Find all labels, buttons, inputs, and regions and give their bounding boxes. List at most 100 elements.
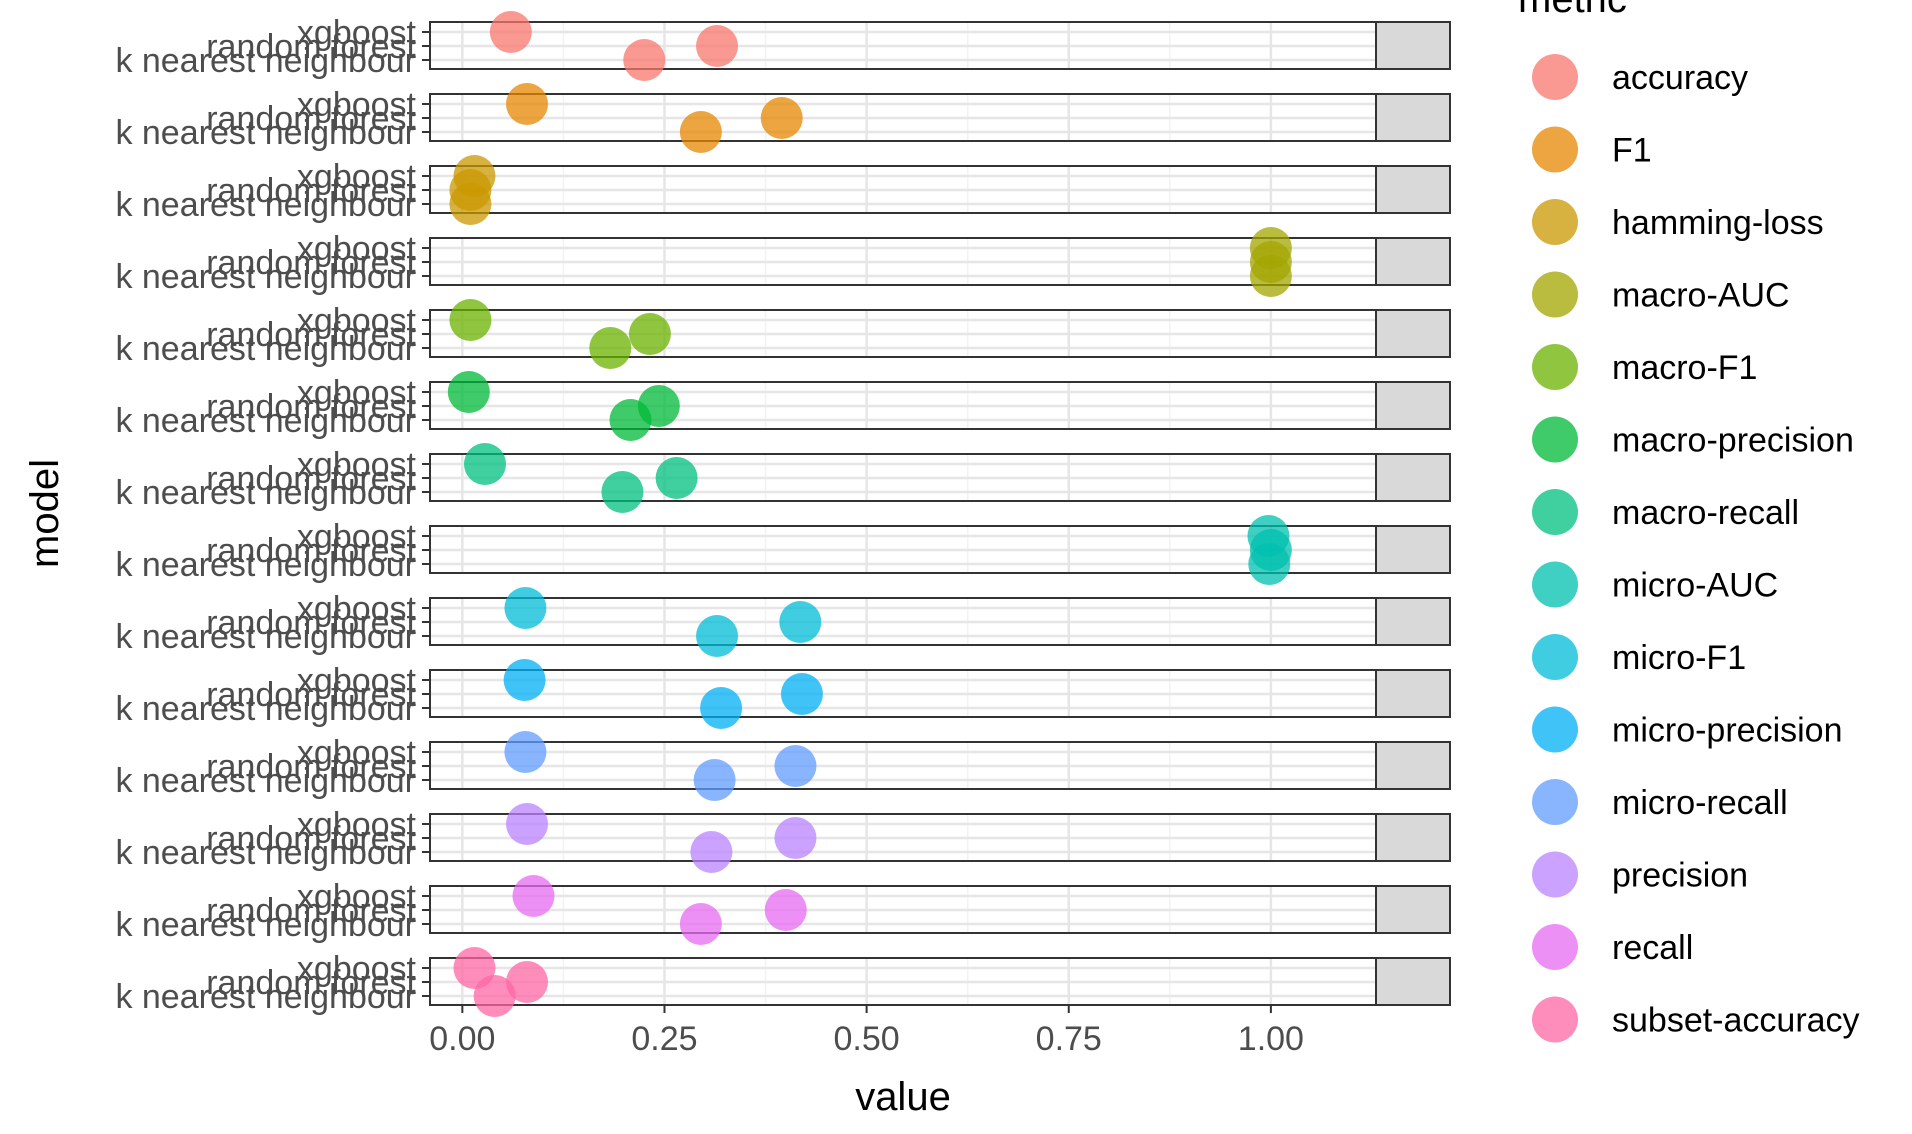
legend-item-macro-AUC: macro-AUC	[1532, 271, 1790, 318]
point-macro-precision-xgboost	[447, 371, 490, 413]
y-tick-label: random forest	[206, 748, 416, 786]
point-macro-AUC-k-nearest-neighbour	[1249, 255, 1292, 297]
legend-item-recall: recall	[1532, 924, 1693, 970]
legend: metric accuracy F1 hamming-loss macro-AUC ma…	[1518, 0, 1860, 1043]
x-tick-label: 1.00	[1238, 1020, 1304, 1058]
x-axis: 0.00 0.25 0.50 0.75 1.00	[429, 1005, 1304, 1058]
y-tick-label: k nearest neighbour	[115, 906, 416, 944]
legend-item-micro-precision: micro-precision	[1532, 706, 1843, 753]
point-subset-accuracy-k-nearest-neighbour	[473, 975, 516, 1017]
x-axis-title: value	[855, 1075, 951, 1119]
legend-label: subset-accuracy	[1612, 1002, 1860, 1040]
point-micro-recall-k-nearest-neighbour	[693, 759, 736, 801]
facet-strip	[1375, 165, 1451, 214]
point-precision-xgboost	[506, 803, 549, 845]
point-macro-F1-k-nearest-neighbour	[589, 327, 632, 369]
point-recall-xgboost	[512, 875, 555, 917]
legend-key	[1532, 54, 1578, 100]
y-tick-label: k nearest neighbour	[115, 762, 416, 800]
legend-key	[1532, 271, 1578, 318]
y-tick-label: xgboost	[297, 230, 417, 268]
legend-label: accuracy	[1612, 59, 1748, 97]
y-tick-label: random forest	[206, 388, 416, 426]
y-tick-label: random forest	[206, 460, 416, 498]
legend-key	[1532, 344, 1578, 390]
point-micro-precision-k-nearest-neighbour	[700, 687, 743, 729]
legend-label: macro-recall	[1612, 494, 1799, 532]
legend-key	[1532, 851, 1578, 898]
facet-strip	[1375, 21, 1451, 70]
point-micro-F1-random-forest	[779, 601, 822, 643]
point-accuracy-k-nearest-neighbour	[623, 39, 666, 81]
facet-strip	[1375, 885, 1451, 934]
point-macro-F1-xgboost	[449, 299, 492, 341]
legend-item-hamming-loss: hamming-loss	[1532, 199, 1824, 245]
legend-label: micro-recall	[1612, 784, 1788, 822]
point-accuracy-random-forest	[696, 25, 739, 67]
facet-strip	[1375, 381, 1451, 430]
y-tick-label: random forest	[206, 28, 416, 66]
y-tick-label: xgboost	[297, 446, 417, 484]
legend-label: F1	[1612, 132, 1652, 170]
point-recall-random-forest	[764, 889, 807, 931]
point-F1-random-forest	[760, 97, 803, 139]
facet-strip	[1375, 957, 1451, 1006]
legend-item-micro-AUC: micro-AUC	[1532, 561, 1778, 608]
x-tick-label: 0.50	[834, 1020, 900, 1058]
y-tick-label: xgboost	[297, 518, 417, 556]
legend-label: micro-precision	[1612, 712, 1843, 750]
facet-strip	[1375, 741, 1451, 790]
legend-item-macro-recall: macro-recall	[1532, 489, 1799, 535]
y-tick-label: random forest	[206, 100, 416, 138]
y-tick-label: k nearest neighbour	[115, 474, 416, 512]
legend-item-F1: F1	[1532, 126, 1652, 173]
point-hamming-loss-k-nearest-neighbour	[449, 183, 492, 225]
legend-item-macro-F1: macro-F1	[1532, 344, 1757, 390]
y-tick-label: k nearest neighbour	[115, 186, 416, 224]
facet-strip	[1375, 813, 1451, 862]
y-tick-label: xgboost	[297, 734, 417, 772]
legend-label: precision	[1612, 857, 1748, 895]
x-tick-label: 0.25	[631, 1020, 697, 1058]
point-micro-precision-xgboost	[503, 659, 546, 701]
y-tick-label: random forest	[206, 604, 416, 642]
y-tick-label: xgboost	[297, 590, 417, 628]
facet-strip	[1375, 597, 1451, 646]
point-F1-k-nearest-neighbour	[679, 111, 722, 153]
point-precision-k-nearest-neighbour	[690, 831, 733, 873]
y-tick-label: k nearest neighbour	[115, 330, 416, 368]
y-tick-label: k nearest neighbour	[115, 978, 416, 1016]
legend-item-micro-recall: micro-recall	[1532, 779, 1788, 825]
y-tick-label: random forest	[206, 316, 416, 354]
legend-item-accuracy: accuracy	[1532, 54, 1748, 100]
legend-item-macro-precision: macro-precision	[1532, 416, 1854, 463]
point-micro-recall-xgboost	[504, 731, 547, 773]
point-micro-recall-random-forest	[774, 745, 817, 787]
legend-title: metric	[1518, 0, 1627, 21]
y-tick-label: k nearest neighbour	[115, 546, 416, 584]
y-tick-label: random forest	[206, 676, 416, 714]
legend-key	[1532, 634, 1578, 680]
legend-item-precision: precision	[1532, 851, 1748, 898]
legend-label: recall	[1612, 929, 1693, 967]
point-macro-precision-k-nearest-neighbour	[609, 399, 652, 441]
legend-key	[1532, 126, 1578, 173]
y-tick-label: random forest	[206, 892, 416, 930]
y-tick-label: xgboost	[297, 302, 417, 340]
y-axis-title: model	[23, 459, 67, 568]
point-macro-recall-xgboost	[463, 443, 506, 485]
legend-label: macro-AUC	[1612, 277, 1790, 315]
y-tick-label: xgboost	[297, 158, 417, 196]
y-tick-label: random forest	[206, 820, 416, 858]
y-tick-label: random forest	[206, 532, 416, 570]
